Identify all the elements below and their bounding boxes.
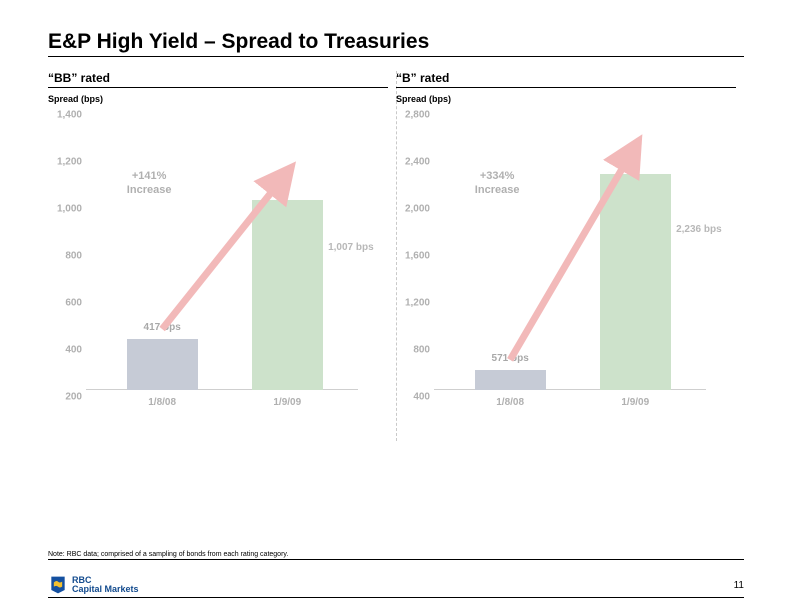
- logo-text: RBC Capital Markets: [72, 576, 139, 594]
- right-sub-title: “B” rated: [396, 71, 736, 88]
- logo: RBC Capital Markets: [48, 575, 139, 595]
- y-tick: 400: [413, 392, 430, 403]
- y-tick: 1,000: [57, 204, 82, 215]
- bar: [600, 174, 671, 390]
- bar: [127, 339, 198, 390]
- y-tick: 800: [413, 345, 430, 356]
- y-tick: 1,200: [405, 298, 430, 309]
- y-tick: 2,000: [405, 204, 430, 215]
- y-tick: 1,200: [57, 157, 82, 168]
- left-plot: 2004006008001,0001,2001,400 417 bps1,007…: [48, 108, 358, 408]
- x-tick: 1/8/08: [496, 397, 524, 408]
- y-tick: 1,400: [57, 110, 82, 121]
- increase-line1: +334%: [480, 170, 515, 182]
- right-chart-panel: “B” rated Spread (bps) 400 800 1,200 1,600 2…: [396, 71, 744, 441]
- footer: RBC Capital Markets 11: [48, 575, 744, 598]
- bar-callout: 1,007 bps: [328, 242, 374, 253]
- increase-line2: Increase: [127, 184, 172, 196]
- increase-label: +334% Increase: [475, 170, 520, 198]
- right-axis-label: Spread (bps): [396, 94, 744, 104]
- left-sub-title: “BB” rated: [48, 71, 388, 88]
- bar-value-label: 571 bps: [492, 353, 529, 364]
- x-tick: 1/9/09: [273, 397, 301, 408]
- left-x-ticks: 1/8/08 1/9/09: [86, 390, 358, 408]
- bar-callout: 2,236 bps: [676, 224, 722, 235]
- increase-line2: Increase: [475, 184, 520, 196]
- left-axis-label: Spread (bps): [48, 94, 396, 104]
- footnote: Note: RBC data; comprised of a sampling …: [48, 551, 744, 560]
- y-tick: 800: [65, 251, 82, 262]
- left-chart-panel: “BB” rated Spread (bps) 200 400 600 800 1,00…: [48, 71, 396, 441]
- charts-row: “BB” rated Spread (bps) 200 400 600 800 1,00…: [48, 71, 744, 441]
- y-tick: 400: [65, 345, 82, 356]
- y-tick: 1,600: [405, 251, 430, 262]
- y-tick: 600: [65, 298, 82, 309]
- page-title: E&P High Yield – Spread to Treasuries: [48, 30, 744, 57]
- y-tick: 2,800: [405, 110, 430, 121]
- right-plot-area: 571 bps2,236 bps+334%Increase: [434, 108, 706, 390]
- left-y-ticks: 200 400 600 800 1,000 1,200 1,400: [48, 108, 86, 408]
- y-tick: 200: [65, 392, 82, 403]
- right-y-ticks: 400 800 1,200 1,600 2,000 2,400 2,800: [396, 108, 434, 408]
- right-x-ticks: 1/8/08 1/9/09: [434, 390, 706, 408]
- bar-value-label: 417 bps: [144, 322, 181, 333]
- right-plot: 400 800 1,200 1,600 2,000 2,400 2,800 571 bps 2…: [396, 108, 706, 408]
- rbc-logo-icon: [48, 575, 68, 595]
- x-tick: 1/9/09: [621, 397, 649, 408]
- increase-label: +141% Increase: [127, 170, 172, 198]
- page-number: 11: [734, 580, 744, 591]
- logo-line2: Capital Markets: [72, 584, 139, 594]
- y-tick: 2,400: [405, 157, 430, 168]
- increase-line1: +141%: [132, 170, 167, 182]
- left-plot-area: 417 bps1,007 bps+141%Increase: [86, 108, 358, 390]
- x-tick: 1/8/08: [148, 397, 176, 408]
- bar: [475, 370, 546, 390]
- bar: [252, 200, 323, 390]
